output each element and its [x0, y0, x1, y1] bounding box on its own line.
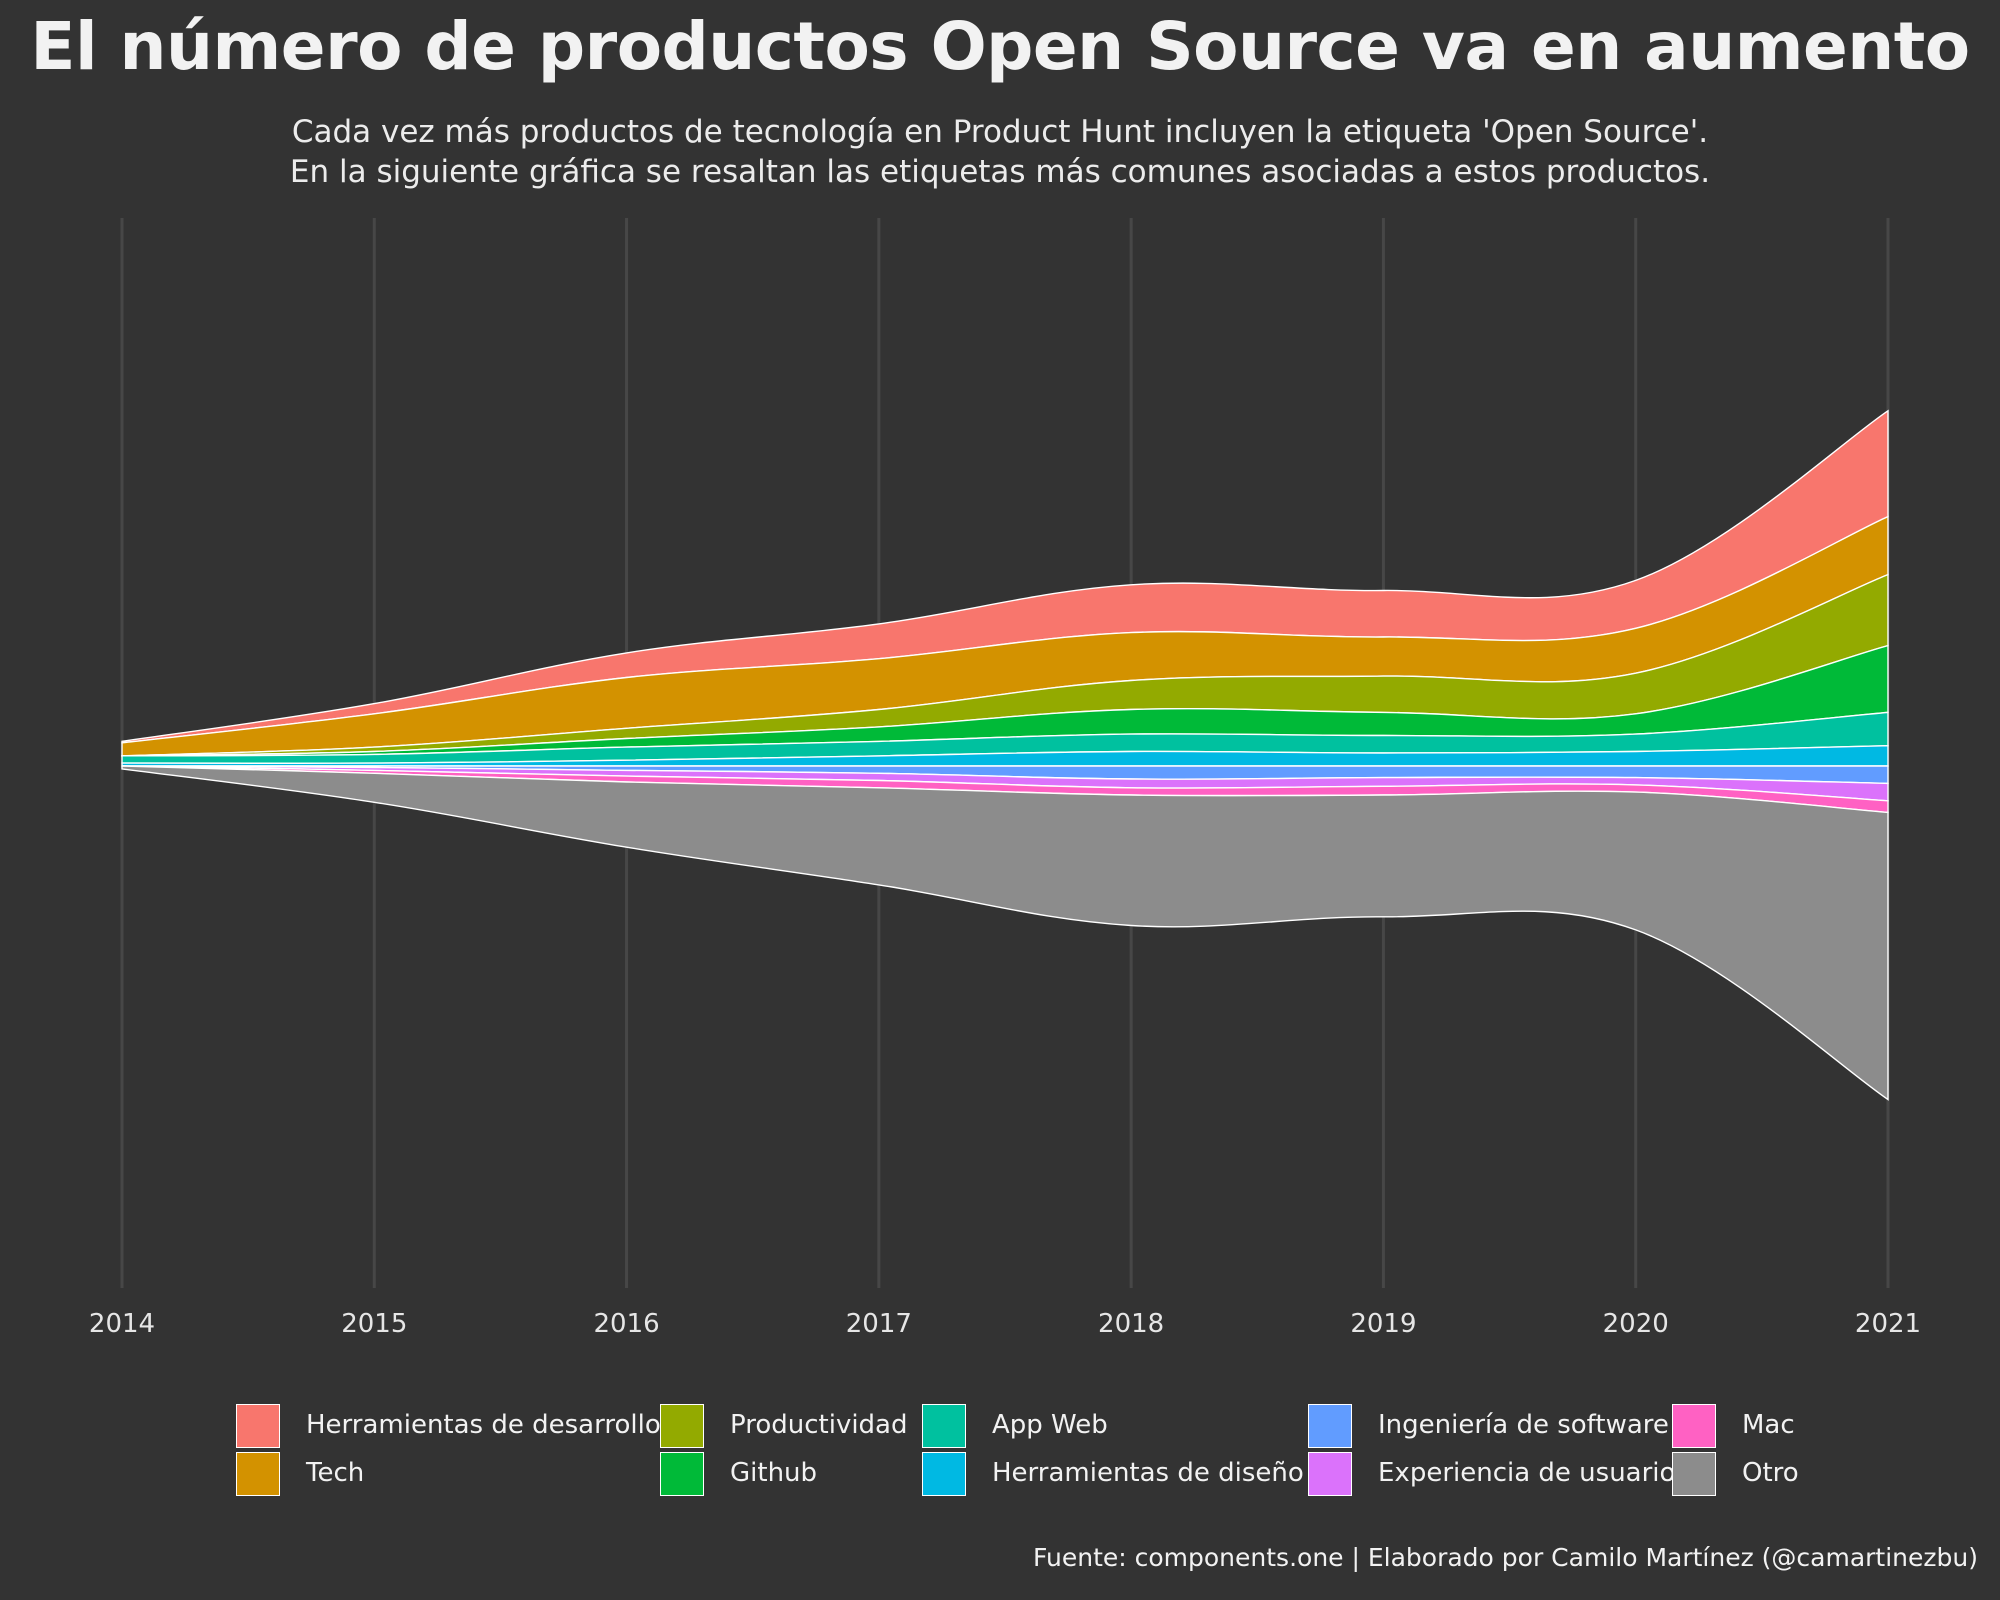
x-tick-label-2021: 2021 [1855, 1309, 1921, 1339]
legend-label: Otro [1742, 1458, 1799, 1488]
x-tick-label-2018: 2018 [1098, 1309, 1164, 1339]
legend-swatch [660, 1404, 704, 1448]
chart-title: El número de productos Open Source va en… [30, 8, 1970, 85]
x-tick-label-2020: 2020 [1603, 1309, 1669, 1339]
chart-legend: Herramientas de desarrollo Tech Productivi… [0, 1404, 2000, 1504]
x-tick-label-2015: 2015 [341, 1309, 407, 1339]
legend-label: Experiencia de usuario [1378, 1458, 1676, 1488]
x-tick-label-2016: 2016 [593, 1309, 659, 1339]
x-tick-label-2017: 2017 [846, 1309, 912, 1339]
legend-swatch [922, 1404, 966, 1448]
legend-swatch [1672, 1452, 1716, 1496]
subtitle-line-2: En la siguiente gráfica se resaltan las … [289, 154, 1711, 190]
legend-label: Herramientas de diseño [992, 1458, 1304, 1488]
legend-swatch [236, 1452, 280, 1496]
x-tick-label-2019: 2019 [1350, 1309, 1416, 1339]
legend-label: App Web [992, 1410, 1108, 1440]
legend-swatch [236, 1404, 280, 1448]
legend-label: Mac [1742, 1410, 1795, 1440]
x-tick-label-2014: 2014 [89, 1309, 155, 1339]
legend-swatch [1672, 1404, 1716, 1448]
legend-label: Github [730, 1458, 818, 1488]
subtitle-line-1: Cada vez más productos de tecnología en … [291, 114, 1709, 150]
legend-swatch [922, 1452, 966, 1496]
legend-label: Herramientas de desarrollo [306, 1410, 661, 1440]
legend-label: Productividad [730, 1410, 908, 1440]
series-area-otro [121, 765, 1889, 1101]
legend-swatch [660, 1452, 704, 1496]
legend-label: Ingeniería de software [1378, 1410, 1669, 1440]
legend-swatch [1308, 1404, 1352, 1448]
legend-swatch [1308, 1452, 1352, 1496]
legend-label: Tech [306, 1458, 365, 1488]
chart-subtitle: Cada vez más productos de tecnología en … [0, 112, 2000, 192]
source-caption: Fuente: components.one | Elaborado por C… [1032, 1543, 1978, 1572]
